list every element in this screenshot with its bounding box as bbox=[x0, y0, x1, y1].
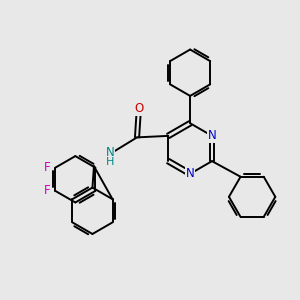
Text: H: H bbox=[106, 157, 115, 167]
Text: F: F bbox=[44, 161, 50, 174]
Text: N: N bbox=[208, 129, 216, 142]
Text: N: N bbox=[106, 146, 115, 159]
Text: F: F bbox=[44, 184, 50, 197]
Text: N: N bbox=[186, 167, 194, 180]
Text: O: O bbox=[134, 102, 143, 115]
